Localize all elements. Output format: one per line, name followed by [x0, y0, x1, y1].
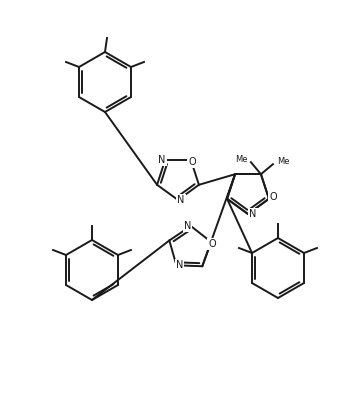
Text: N: N: [184, 221, 191, 231]
Text: O: O: [208, 239, 216, 249]
Text: N: N: [177, 195, 185, 205]
Text: N: N: [249, 209, 257, 219]
Text: O: O: [269, 192, 277, 202]
Text: N: N: [158, 155, 166, 165]
Text: Me: Me: [235, 155, 247, 164]
Text: N: N: [176, 260, 183, 270]
Text: Me: Me: [277, 157, 289, 166]
Text: O: O: [188, 157, 196, 167]
